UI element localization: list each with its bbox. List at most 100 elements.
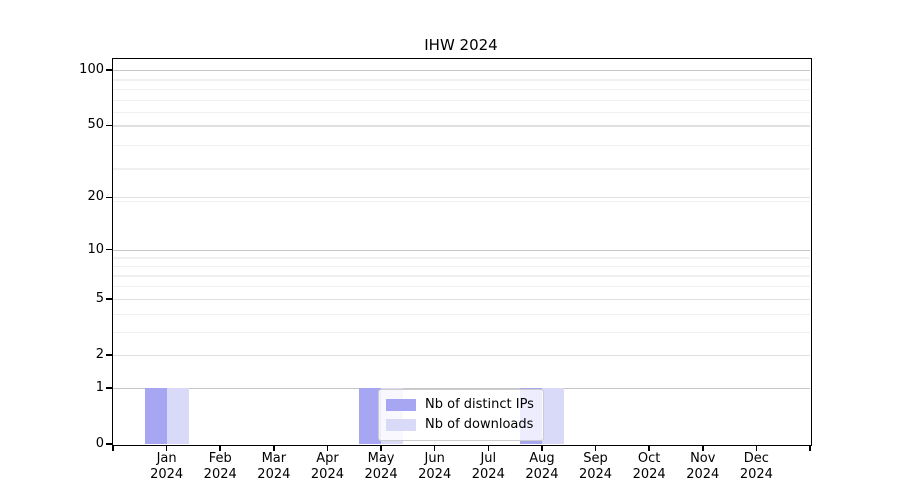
x-month-label: Oct 2024 <box>609 451 689 482</box>
gridline-minor <box>113 79 810 81</box>
gridline-minor <box>113 201 810 203</box>
y-tick-mark <box>105 248 112 251</box>
x-tick-mark <box>755 445 758 451</box>
y-tick-label: 1 <box>95 379 104 395</box>
x-month-text: Jul <box>480 451 497 466</box>
y-tick-mark <box>105 69 112 71</box>
x-month-text: Jan <box>156 451 177 466</box>
x-tick-mark <box>809 445 811 451</box>
y-tick-mark <box>105 124 112 127</box>
x-tick-mark <box>326 445 329 451</box>
gridline-minor <box>113 145 810 147</box>
bar-nb-of-downloads <box>166 387 189 444</box>
x-month-label: Aug 2024 <box>502 451 582 482</box>
x-month-text: Mar <box>261 451 287 466</box>
x-year-text: 2024 <box>471 466 505 482</box>
x-tick-mark <box>273 445 275 451</box>
y-tick-label: 10 <box>87 241 104 257</box>
bar-nb-of-distinct-ips <box>359 387 382 444</box>
gridline-minor <box>113 265 810 268</box>
x-month-label: Sep 2024 <box>556 451 636 482</box>
x-month-label: Jul 2024 <box>448 451 528 482</box>
y-tick-label: 5 <box>95 290 104 306</box>
x-tick-mark <box>165 445 168 451</box>
x-month-text: Feb <box>208 451 232 466</box>
x-month-text: Apr <box>316 451 339 466</box>
x-month-label: Nov 2024 <box>663 451 743 482</box>
x-year-text: 2024 <box>739 466 773 482</box>
gridline-mid <box>113 125 810 127</box>
gridline-mid <box>113 298 810 300</box>
gridline-minor <box>113 331 810 333</box>
x-year-text: 2024 <box>632 466 666 482</box>
gridline-minor <box>113 286 810 288</box>
chart-title: IHW 2024 <box>424 36 498 54</box>
x-year-text: 2024 <box>203 466 237 482</box>
y-tick-label: 20 <box>87 189 104 205</box>
gridline-major <box>113 70 810 72</box>
x-year-text: 2024 <box>418 466 452 482</box>
x-month-label: Dec 2024 <box>716 451 796 482</box>
x-month-label: Apr 2024 <box>287 451 367 482</box>
x-tick-mark <box>594 445 597 451</box>
y-tick-label: 0 <box>95 436 104 451</box>
x-year-text: 2024 <box>310 466 344 482</box>
gridline-major <box>113 387 810 390</box>
bar-nb-of-distinct-ips <box>144 387 167 444</box>
x-month-text: May <box>367 451 395 466</box>
x-month-label: May 2024 <box>341 451 421 482</box>
x-month-label: Feb 2024 <box>180 451 260 482</box>
x-tick-mark <box>380 445 382 451</box>
legend-swatch-downloads-icon <box>386 419 416 431</box>
x-month-text: Jun <box>424 451 445 466</box>
y-tick-mark <box>105 298 112 300</box>
x-year-text: 2024 <box>686 466 720 482</box>
x-year-text: 2024 <box>150 466 184 482</box>
x-month-text: Sep <box>583 451 608 466</box>
gridline-minor <box>113 99 810 101</box>
gridline-minor <box>113 257 810 259</box>
legend-label-downloads: Nb of downloads <box>425 417 534 432</box>
x-tick-mark <box>433 445 436 451</box>
x-month-text: Nov <box>690 451 716 466</box>
x-year-text: 2024 <box>257 466 291 482</box>
legend-swatch-distinct-ips-icon <box>386 399 416 411</box>
x-tick-mark <box>541 445 543 451</box>
x-tick-mark <box>702 445 704 451</box>
y-tick-label: 50 <box>87 117 104 133</box>
bar-nb-of-downloads <box>541 387 564 444</box>
x-month-text: Aug <box>529 451 555 466</box>
y-tick-label: 100 <box>79 62 104 77</box>
x-month-label: Jan 2024 <box>127 451 207 482</box>
legend-label-distinct-ips: Nb of distinct IPs <box>425 397 534 412</box>
y-tick-mark <box>105 387 112 389</box>
gridline-minor <box>113 313 810 315</box>
gridline-minor <box>113 112 810 114</box>
x-year-text: 2024 <box>364 466 398 482</box>
y-tick-label: 2 <box>95 346 104 362</box>
gridline-major <box>113 249 810 251</box>
x-tick-mark <box>648 445 650 451</box>
gridline-minor <box>113 168 810 170</box>
y-tick-mark <box>105 196 112 199</box>
legend-item-distinct-ips: Nb of distinct IPs <box>386 395 534 415</box>
x-year-text: 2024 <box>525 466 559 482</box>
y-tick-mark <box>105 354 112 356</box>
gridline-minor <box>113 88 810 91</box>
x-tick-mark <box>219 445 221 451</box>
x-tick-mark <box>112 445 114 451</box>
x-tick-mark <box>487 445 490 451</box>
x-year-text: 2024 <box>578 466 613 482</box>
x-month-text: Dec <box>743 451 769 466</box>
x-month-label: Mar 2024 <box>234 451 314 482</box>
legend-item-downloads: Nb of downloads <box>386 415 534 435</box>
plot-area <box>113 59 810 444</box>
legend: Nb of distinct IPs Nb of downloads <box>378 389 544 441</box>
x-month-label: Jun 2024 <box>395 451 475 482</box>
y-tick-mark <box>105 443 112 445</box>
gridline-minor <box>113 275 810 277</box>
gridline-mid <box>113 354 810 357</box>
gridline-mid <box>113 197 810 199</box>
x-month-text: Oct <box>637 451 661 466</box>
